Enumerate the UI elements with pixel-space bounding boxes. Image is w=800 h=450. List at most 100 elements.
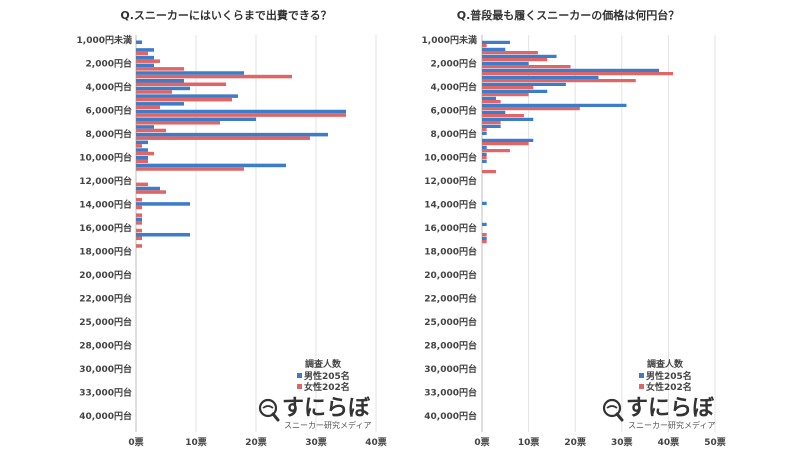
- bar: [136, 90, 172, 94]
- bar: [136, 236, 142, 241]
- bar: [136, 244, 142, 248]
- bar: [136, 82, 226, 87]
- y-tick-label: 40,000円台: [79, 410, 132, 422]
- x-tick-label: 40票: [658, 436, 680, 448]
- x-tick-label: 0票: [474, 436, 489, 448]
- y-tick-label: 1,000円未満: [77, 34, 132, 46]
- bar: [482, 79, 636, 83]
- bar: [482, 61, 529, 65]
- bar: [136, 94, 238, 98]
- bar: [482, 138, 534, 142]
- bar: [136, 144, 142, 148]
- y-tick-label: 16,000円台: [424, 222, 477, 234]
- chart-title: Q.スニーカーにはいくらまで出費できる？: [120, 8, 331, 22]
- y-tick-label: 18,000円台: [79, 246, 132, 258]
- bar: [136, 67, 184, 71]
- legend-swatch: [639, 373, 644, 378]
- x-tick-label: 0票: [128, 436, 143, 448]
- bar: [482, 170, 496, 174]
- bar: [136, 232, 190, 237]
- bar: [136, 86, 190, 91]
- bar: [136, 228, 142, 233]
- y-tick-label: 12,000円台: [79, 175, 132, 187]
- legend-title: 調査人数: [305, 358, 342, 370]
- y-tick-label: 8,000円台: [431, 128, 477, 140]
- x-tick-label: 20票: [245, 436, 267, 448]
- y-tick-label: 33,000円台: [424, 387, 477, 399]
- bar: [136, 132, 328, 137]
- bar: [136, 55, 154, 60]
- x-tick-label: 30票: [611, 436, 633, 448]
- bar: [482, 233, 487, 237]
- bar: [136, 117, 256, 121]
- y-tick-label: 33,000円台: [79, 387, 132, 399]
- bar: [482, 72, 674, 76]
- bar: [482, 124, 501, 128]
- bar: [482, 58, 548, 62]
- bar: [482, 142, 529, 146]
- bar: [482, 240, 487, 244]
- magnifier-icon: [602, 398, 622, 418]
- logo-subtitle: スニーカー研究メディア: [284, 420, 371, 430]
- bar: [482, 159, 487, 163]
- bar: [482, 65, 571, 69]
- bar: [482, 103, 627, 107]
- bar: [136, 48, 154, 52]
- bar: [482, 128, 487, 132]
- bar: [482, 100, 501, 104]
- y-tick-label: 30,000円台: [79, 363, 132, 375]
- bar: [482, 110, 506, 114]
- x-tick-label: 10票: [518, 436, 540, 448]
- bar: [482, 222, 487, 226]
- y-tick-label: 2,000円台: [431, 58, 477, 70]
- logo-subtitle: スニーカー研究メディア: [628, 420, 715, 430]
- bar: [136, 198, 142, 202]
- y-tick-label: 40,000円台: [424, 410, 477, 422]
- y-tick-label: 25,000円台: [79, 316, 132, 328]
- bar: [136, 74, 292, 79]
- bar: [482, 149, 510, 153]
- legend-swatch: [639, 384, 644, 389]
- x-tick-label: 30票: [305, 436, 327, 448]
- chart-title: Q.普段最も履くスニーカーの価格は何円台？: [457, 8, 680, 22]
- bar: [136, 148, 148, 152]
- y-tick-label: 4,000円台: [431, 81, 477, 93]
- bar: [482, 96, 496, 100]
- bar: [482, 93, 529, 97]
- bar: [482, 82, 566, 86]
- bar: [136, 140, 148, 145]
- legend-entry: 女性202名: [304, 381, 350, 393]
- chart-panel-1: Q.スニーカーにはいくらまで出費できる？ 0票 10票 20票 30票 40票 1,000円…: [77, 8, 387, 448]
- bar: [136, 78, 184, 83]
- y-tick-label: 28,000円台: [79, 340, 132, 352]
- bar: [136, 213, 142, 217]
- y-tick-label: 10,000円台: [424, 152, 477, 164]
- bar: [136, 125, 154, 129]
- y-tick-label: 30,000円台: [424, 363, 477, 375]
- bar: [136, 121, 220, 125]
- y-tick-label: 20,000円台: [424, 269, 477, 281]
- y-tick-label: 4,000円台: [86, 81, 132, 93]
- y-tick-label: 14,000円台: [79, 199, 132, 211]
- x-tick-label: 40票: [365, 436, 387, 448]
- bar: [136, 182, 148, 187]
- x-tick-label: 50票: [704, 436, 726, 448]
- bar: [136, 105, 160, 110]
- bar: [136, 221, 142, 225]
- bar: [136, 113, 346, 117]
- bar: [482, 107, 580, 111]
- bar: [136, 109, 346, 114]
- chart-panel-2: Q.普段最も履くスニーカーの価格は何円台？ 0票 10票 20票 30票 40票 50票 1,…: [422, 8, 726, 448]
- logo-name: すにらぼ: [282, 396, 371, 421]
- y-tick-label: 22,000円台: [424, 293, 477, 305]
- bar: [482, 156, 487, 160]
- bar: [482, 68, 660, 72]
- bar: [136, 205, 142, 210]
- bar: [136, 155, 148, 160]
- y-tick-label: 2,000円台: [86, 58, 132, 70]
- bar: [136, 167, 244, 171]
